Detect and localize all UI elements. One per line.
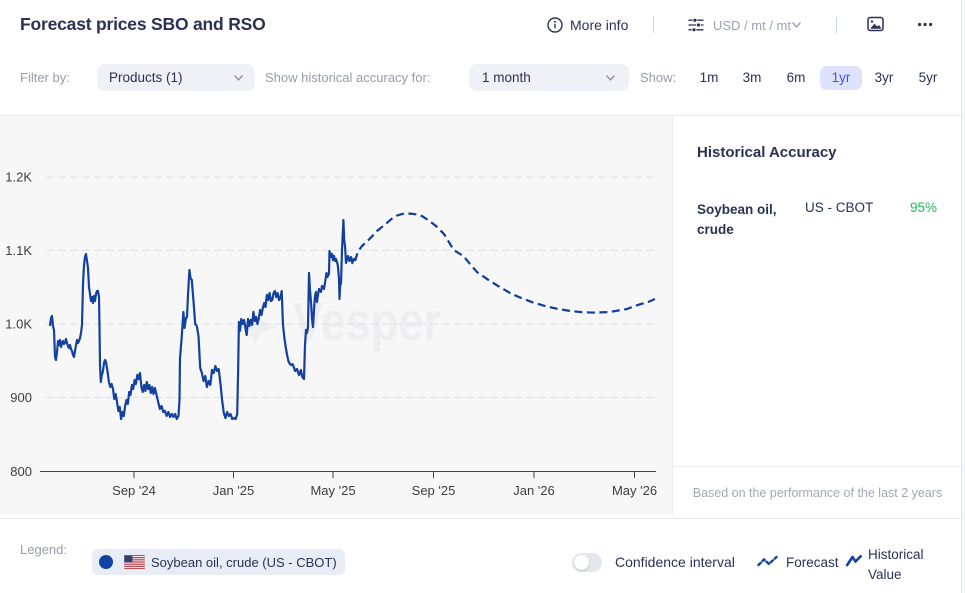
svg-text:1.0K: 1.0K <box>5 316 32 331</box>
svg-text:Sep '25: Sep '25 <box>412 483 456 498</box>
svg-text:1.1K: 1.1K <box>5 243 32 258</box>
svg-text:May '25: May '25 <box>310 483 355 498</box>
svg-text:800: 800 <box>10 464 32 479</box>
svg-text:Jan '25: Jan '25 <box>213 483 255 498</box>
svg-text:May '26: May '26 <box>612 483 657 498</box>
svg-text:900: 900 <box>10 390 32 405</box>
svg-text:Sep '24: Sep '24 <box>112 483 156 498</box>
svg-text:1.2K: 1.2K <box>5 170 32 185</box>
svg-text:Jan '26: Jan '26 <box>513 483 555 498</box>
